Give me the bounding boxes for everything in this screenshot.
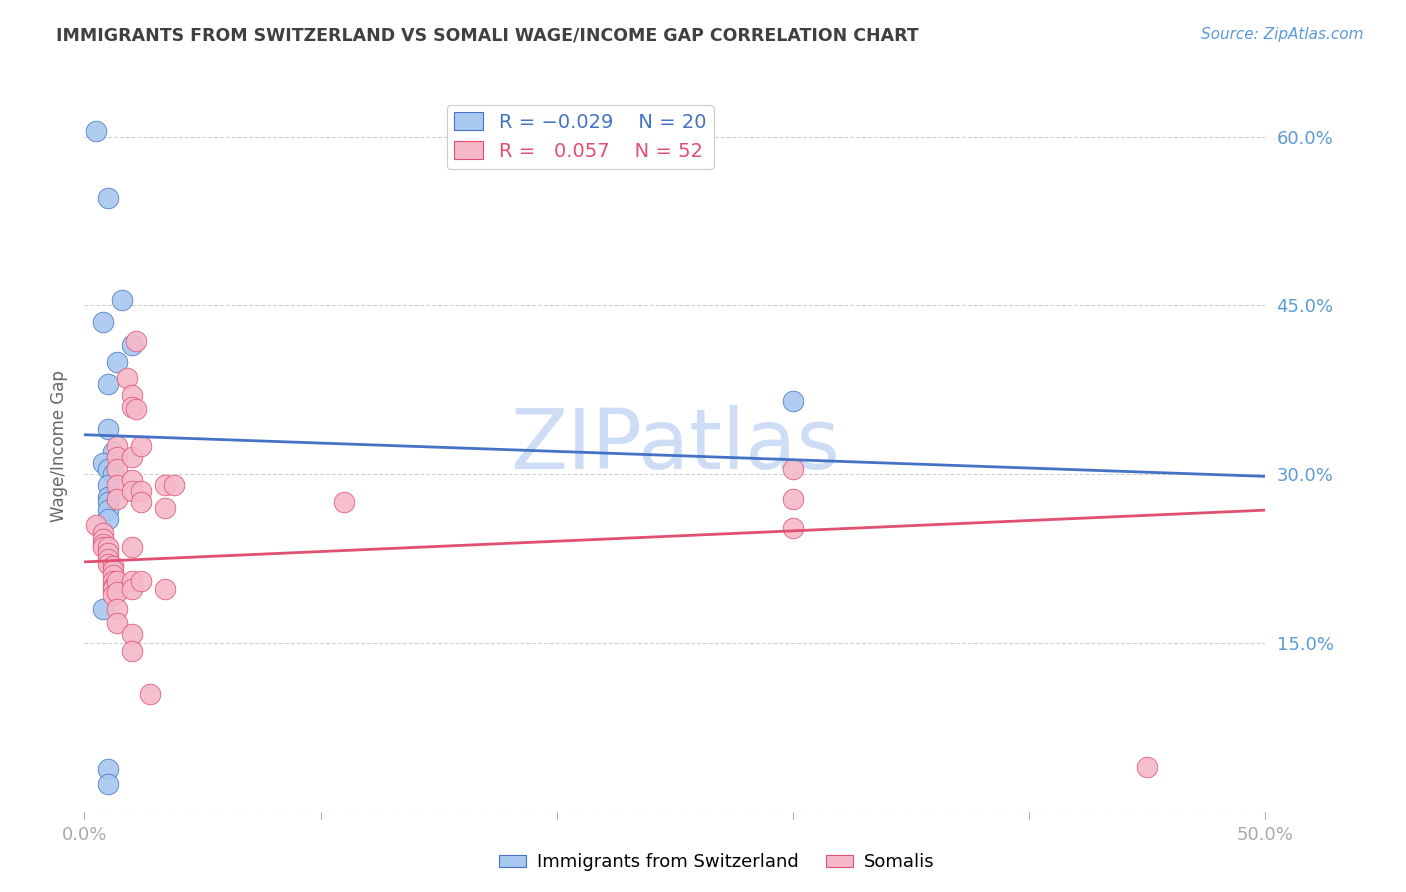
Point <box>84 124 107 138</box>
Point <box>91 537 114 551</box>
Point <box>97 762 120 776</box>
Point <box>107 439 129 453</box>
Point <box>782 491 804 506</box>
Text: ZIPatlas: ZIPatlas <box>510 406 839 486</box>
Point <box>129 439 152 453</box>
Point <box>121 483 143 498</box>
Point <box>91 456 114 470</box>
Point <box>125 334 148 349</box>
Point <box>782 521 804 535</box>
Y-axis label: Wage/Income Gap: Wage/Income Gap <box>51 370 69 522</box>
Point <box>97 478 120 492</box>
Point <box>107 354 129 368</box>
Point <box>101 467 124 482</box>
Point <box>129 483 152 498</box>
Point <box>91 602 114 616</box>
Point <box>121 574 143 588</box>
Point <box>333 495 356 509</box>
Point <box>129 495 152 509</box>
Point <box>97 495 120 509</box>
Legend: R = −0.029    N = 20, R =   0.057    N = 52: R = −0.029 N = 20, R = 0.057 N = 52 <box>447 104 714 169</box>
Point <box>121 627 143 641</box>
Point <box>115 371 138 385</box>
Point <box>111 293 134 307</box>
Point <box>125 401 148 416</box>
Point <box>97 551 120 566</box>
Point <box>97 422 120 436</box>
Text: Source: ZipAtlas.com: Source: ZipAtlas.com <box>1201 27 1364 42</box>
Point <box>101 588 124 602</box>
Legend: Immigrants from Switzerland, Somalis: Immigrants from Switzerland, Somalis <box>492 847 942 879</box>
Point <box>107 450 129 465</box>
Point <box>91 541 114 555</box>
Point <box>101 444 124 458</box>
Point <box>97 461 120 475</box>
Point <box>153 500 176 515</box>
Point <box>97 503 120 517</box>
Point <box>101 568 124 582</box>
Point <box>121 473 143 487</box>
Point <box>101 563 124 577</box>
Point <box>101 582 124 596</box>
Point <box>153 478 176 492</box>
Point <box>97 512 120 526</box>
Point <box>782 394 804 409</box>
Point <box>91 315 114 329</box>
Point <box>97 776 120 790</box>
Point <box>121 337 143 351</box>
Point <box>121 644 143 658</box>
Point <box>107 461 129 475</box>
Point <box>153 582 176 596</box>
Point <box>107 491 129 506</box>
Point <box>121 400 143 414</box>
Point <box>101 559 124 574</box>
Point <box>163 478 186 492</box>
Point <box>121 450 143 465</box>
Point <box>91 533 114 547</box>
Point <box>1136 760 1159 774</box>
Point <box>107 615 129 630</box>
Point <box>101 580 124 594</box>
Point <box>97 541 120 555</box>
Point <box>107 478 129 492</box>
Point <box>97 191 120 205</box>
Point <box>121 388 143 402</box>
Text: IMMIGRANTS FROM SWITZERLAND VS SOMALI WAGE/INCOME GAP CORRELATION CHART: IMMIGRANTS FROM SWITZERLAND VS SOMALI WA… <box>56 27 920 45</box>
Point <box>107 585 129 599</box>
Point <box>129 574 152 588</box>
Point <box>101 574 124 588</box>
Point <box>139 687 162 701</box>
Point <box>121 541 143 555</box>
Point <box>97 490 120 504</box>
Point <box>107 574 129 588</box>
Point <box>97 546 120 560</box>
Point <box>97 377 120 392</box>
Point <box>107 602 129 616</box>
Point <box>84 517 107 532</box>
Point <box>121 582 143 596</box>
Point <box>782 461 804 475</box>
Point <box>91 525 114 540</box>
Point <box>97 557 120 571</box>
